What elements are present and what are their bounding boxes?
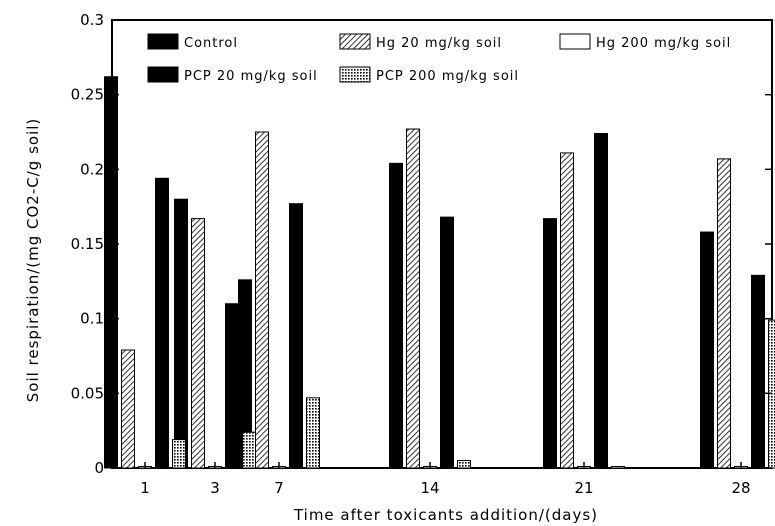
bar-5-day-21 bbox=[611, 466, 625, 469]
bar-5-day-1 bbox=[172, 439, 186, 469]
legend-swatch bbox=[147, 33, 179, 50]
bar-4-day-21 bbox=[594, 132, 608, 469]
y-tick-label: 0.1 bbox=[80, 310, 104, 328]
y-tick-label: 0.3 bbox=[80, 11, 104, 29]
legend-label: Control bbox=[184, 36, 238, 51]
legend-label: Hg 200 mg/kg soil bbox=[596, 36, 731, 51]
bars bbox=[104, 76, 775, 469]
y-axis-label: Soil respiration/(mg CO2-C/g soil) bbox=[24, 118, 42, 403]
legend-swatch bbox=[559, 33, 591, 50]
legend-label: Hg 20 mg/kg soil bbox=[376, 36, 502, 51]
ticks: 0 0.05 0.1 0.15 0.2 0.25 0.3 1 3 7 14 21 28 bbox=[71, 11, 772, 497]
y-tick-label: 0.15 bbox=[71, 235, 104, 253]
bar-1-day-1 bbox=[104, 76, 118, 469]
y-tick-label: 0.25 bbox=[71, 86, 104, 104]
y-tick-label: 0 bbox=[94, 459, 104, 477]
bar-5-day-14 bbox=[457, 460, 471, 469]
bar-2-day-21 bbox=[560, 152, 574, 469]
bar-1-day-14 bbox=[389, 162, 403, 469]
x-tick-label: 21 bbox=[574, 479, 593, 497]
bar-4-day-1 bbox=[155, 177, 169, 469]
bar-1-day-21 bbox=[543, 218, 557, 469]
bar-2-day-3 bbox=[191, 218, 205, 469]
x-tick-label: 28 bbox=[731, 479, 750, 497]
bar-1-day-3 bbox=[174, 198, 188, 469]
bar-2-day-1 bbox=[121, 349, 135, 469]
bar-2-day-28 bbox=[717, 158, 731, 469]
bar-5-day-7 bbox=[306, 397, 320, 469]
bar-4-day-14 bbox=[440, 216, 454, 469]
legend-swatch bbox=[147, 66, 179, 83]
x-axis-label: Time after toxicants addition/(days) bbox=[293, 506, 598, 524]
bar-4-day-3 bbox=[225, 303, 239, 469]
legend: Control Hg 20 mg/kg soil Hg 200 mg/kg soil… bbox=[147, 33, 731, 84]
legend-label: PCP 20 mg/kg soil bbox=[184, 69, 318, 84]
legend-swatch bbox=[339, 66, 371, 83]
bar-5-day-3 bbox=[242, 431, 256, 469]
legend-label: PCP 200 mg/kg soil bbox=[376, 69, 519, 84]
bar-2-day-7 bbox=[255, 131, 269, 469]
bar-1-day-28 bbox=[700, 231, 714, 469]
y-tick-label: 0.2 bbox=[80, 160, 104, 178]
bar-2-day-14 bbox=[406, 128, 420, 469]
legend-swatch bbox=[339, 33, 371, 50]
x-tick-label: 3 bbox=[210, 479, 220, 497]
x-tick-label: 7 bbox=[274, 479, 284, 497]
y-tick-label: 0.05 bbox=[71, 384, 104, 402]
bar-4-day-7 bbox=[289, 203, 303, 469]
x-tick-label: 14 bbox=[420, 479, 439, 497]
bar-4-day-28 bbox=[751, 274, 765, 469]
x-tick-label: 1 bbox=[140, 479, 150, 497]
